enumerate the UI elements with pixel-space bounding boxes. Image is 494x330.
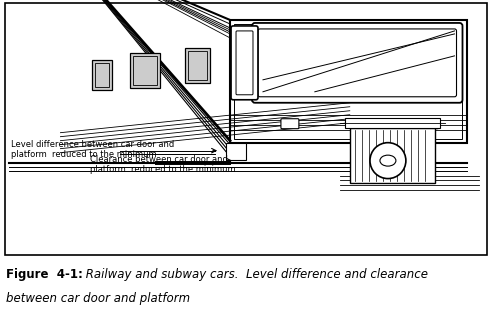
Bar [350, 128, 435, 182]
Bar [345, 118, 440, 128]
Text: between car door and platform: between car door and platform [6, 292, 190, 305]
Bar [133, 56, 157, 85]
Text: Clearance between car door and
platform  reduced to the minimum: Clearance between car door and platform … [90, 155, 236, 174]
Bar [234, 24, 461, 139]
Text: Figure  4-1:: Figure 4-1: [6, 268, 83, 281]
FancyBboxPatch shape [258, 29, 456, 97]
FancyBboxPatch shape [252, 23, 462, 103]
Ellipse shape [380, 155, 396, 166]
Bar [188, 51, 207, 80]
Bar [130, 53, 160, 88]
FancyBboxPatch shape [361, 119, 379, 129]
Bar [92, 60, 112, 90]
Bar [185, 48, 210, 83]
Circle shape [370, 143, 406, 179]
Bar [230, 20, 467, 143]
Text: Railway and subway cars.  Level difference and clearance: Railway and subway cars. Level differenc… [82, 268, 428, 281]
Bar [226, 143, 246, 160]
FancyBboxPatch shape [236, 31, 253, 95]
Text: Level difference between car door and
platform  reduced to the minimum: Level difference between car door and pl… [10, 140, 174, 159]
FancyBboxPatch shape [231, 26, 258, 100]
FancyBboxPatch shape [420, 119, 439, 129]
FancyBboxPatch shape [281, 119, 299, 129]
Bar [95, 63, 109, 87]
